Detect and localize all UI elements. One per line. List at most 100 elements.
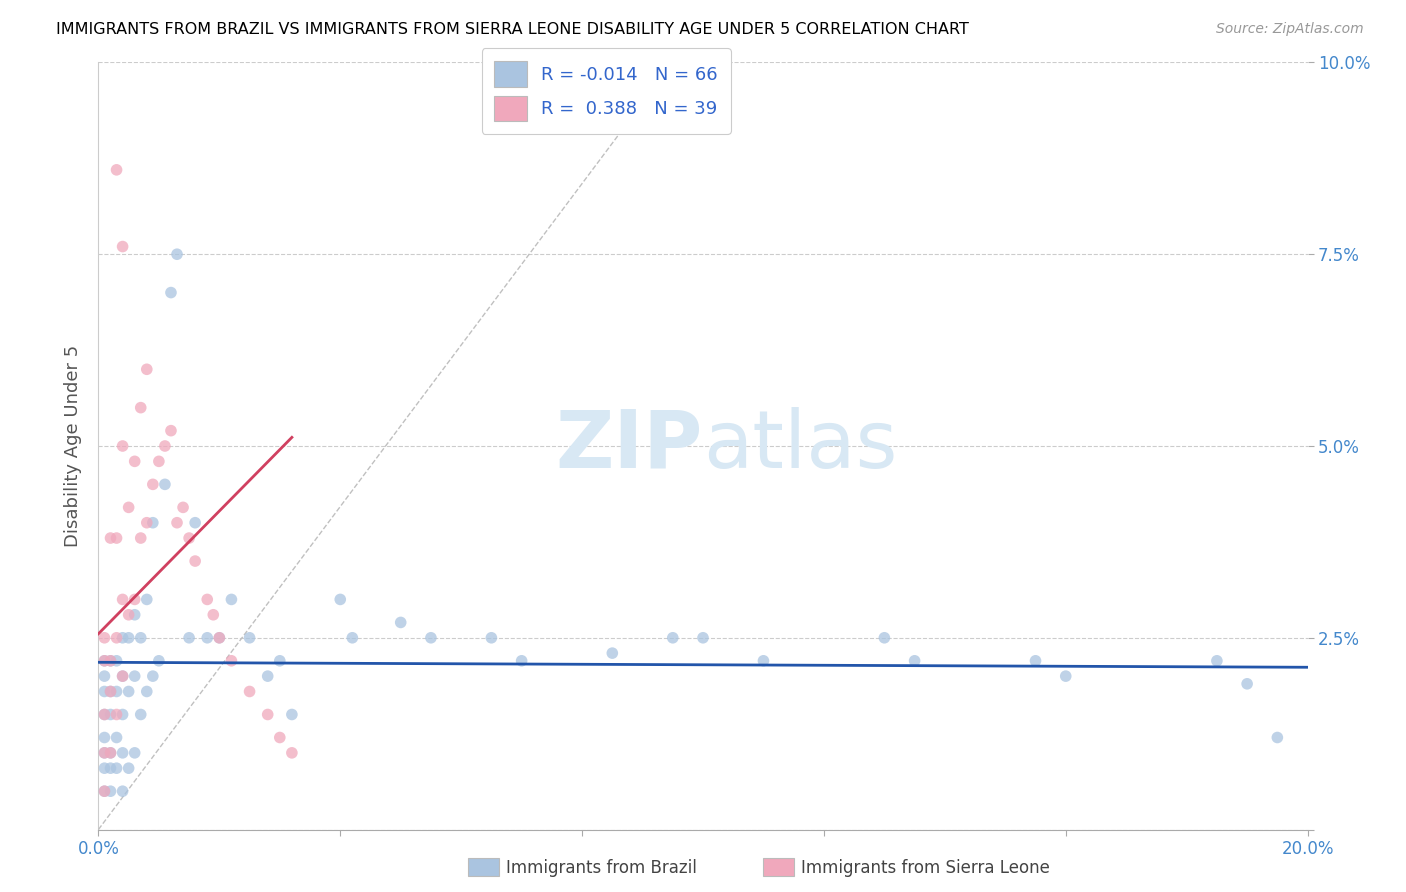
Point [195, 631, 218, 645]
Point [135, 592, 157, 607]
Point [93, 669, 115, 683]
Point [124, 746, 146, 760]
Point [269, 654, 291, 668]
Point [105, 631, 128, 645]
Point [129, 401, 152, 415]
Text: Immigrants from Brazil: Immigrants from Brazil [506, 859, 697, 877]
Point [100, 654, 122, 668]
Text: atlas: atlas [703, 407, 897, 485]
Point [111, 239, 134, 253]
Point [93, 707, 115, 722]
Point [142, 477, 165, 491]
Point [1054, 669, 1077, 683]
Y-axis label: Disability Age Under 5: Disability Age Under 5 [63, 345, 82, 547]
Point [93, 761, 115, 775]
Point [269, 731, 291, 745]
Point [100, 746, 122, 760]
Point [111, 707, 134, 722]
Point [105, 531, 128, 545]
Point [184, 554, 207, 568]
Point [179, 531, 201, 545]
Point [166, 516, 188, 530]
Point [481, 631, 503, 645]
Text: IMMIGRANTS FROM BRAZIL VS IMMIGRANTS FROM SIERRA LEONE DISABILITY AGE UNDER 5 CO: IMMIGRANTS FROM BRAZIL VS IMMIGRANTS FRO… [56, 22, 969, 37]
Point [100, 684, 122, 698]
Point [602, 646, 624, 660]
Point [105, 654, 128, 668]
Point [118, 607, 141, 622]
Point [752, 654, 775, 668]
Point [111, 784, 134, 798]
Point [135, 516, 157, 530]
Point [153, 439, 176, 453]
Point [172, 500, 194, 515]
Point [281, 707, 304, 722]
Point [105, 162, 128, 177]
Point [153, 477, 176, 491]
Point [281, 746, 304, 760]
Point [179, 631, 201, 645]
Point [129, 531, 152, 545]
Point [208, 631, 231, 645]
Point [1236, 677, 1258, 691]
Point [148, 654, 170, 668]
Point [256, 669, 278, 683]
Point [111, 592, 134, 607]
Point [93, 684, 115, 698]
Point [135, 684, 157, 698]
Point [100, 784, 122, 798]
Point [129, 707, 152, 722]
Point [100, 761, 122, 775]
Point [142, 669, 165, 683]
Point [692, 631, 714, 645]
Point [105, 684, 128, 698]
Point [124, 669, 146, 683]
Point [202, 607, 225, 622]
Point [111, 669, 134, 683]
Point [510, 654, 533, 668]
Point [118, 761, 141, 775]
Point [93, 631, 115, 645]
Point [1267, 731, 1289, 745]
Point [129, 631, 152, 645]
Point [342, 631, 364, 645]
Point [118, 631, 141, 645]
Point [873, 631, 896, 645]
Point [160, 285, 183, 300]
Point [166, 247, 188, 261]
Point [420, 631, 443, 645]
Point [93, 746, 115, 760]
Text: ZIP: ZIP [555, 407, 703, 485]
Point [93, 654, 115, 668]
Point [389, 615, 412, 630]
Point [661, 631, 683, 645]
Point [124, 454, 146, 468]
Point [118, 500, 141, 515]
Point [184, 516, 207, 530]
Point [329, 592, 352, 607]
Point [100, 654, 122, 668]
Point [93, 784, 115, 798]
Point [118, 684, 141, 698]
Point [135, 362, 157, 376]
Point [142, 516, 165, 530]
Point [93, 731, 115, 745]
Point [111, 669, 134, 683]
Point [105, 761, 128, 775]
Point [256, 707, 278, 722]
Point [93, 746, 115, 760]
Point [239, 684, 262, 698]
Point [148, 454, 170, 468]
Point [221, 592, 243, 607]
Point [239, 631, 262, 645]
Point [100, 531, 122, 545]
Point [904, 654, 927, 668]
Text: Source: ZipAtlas.com: Source: ZipAtlas.com [1216, 22, 1364, 37]
Point [93, 654, 115, 668]
Point [208, 631, 231, 645]
Point [100, 746, 122, 760]
Point [111, 439, 134, 453]
Point [1024, 654, 1046, 668]
Point [111, 631, 134, 645]
Point [105, 707, 128, 722]
